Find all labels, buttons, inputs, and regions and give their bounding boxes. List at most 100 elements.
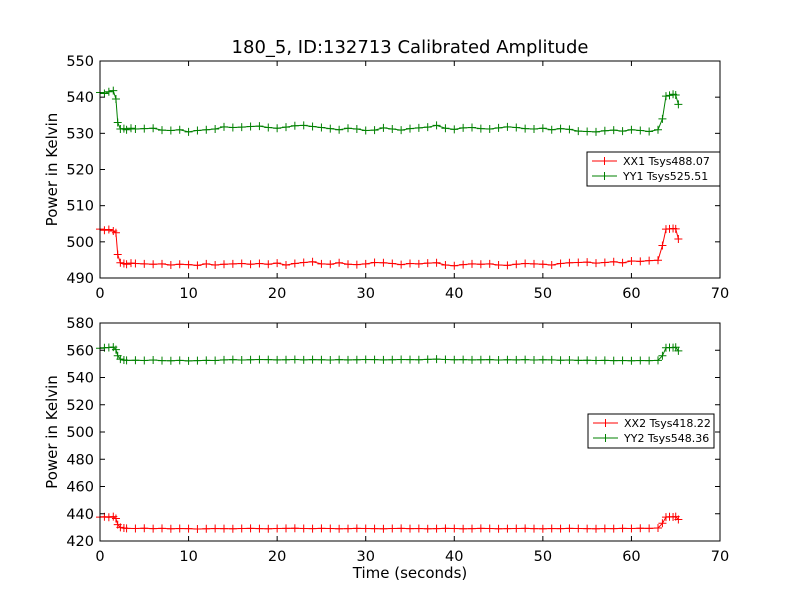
data-point xyxy=(468,355,476,364)
data-point xyxy=(450,355,459,364)
data-point xyxy=(282,524,290,533)
data-point xyxy=(388,524,397,533)
data-point xyxy=(299,355,308,364)
data-point xyxy=(308,122,317,131)
data-point xyxy=(202,259,211,268)
data-point xyxy=(468,524,476,533)
y-tick-label: 520 xyxy=(66,163,94,179)
data-point xyxy=(485,259,494,268)
data-point xyxy=(556,356,565,365)
data-point xyxy=(111,228,120,237)
data-point xyxy=(140,524,149,533)
data-point xyxy=(273,124,282,133)
data-point xyxy=(379,355,388,364)
legend-entry: XX2 Tsys418.22 xyxy=(624,417,711,430)
y-tick-label: 440 xyxy=(66,507,94,523)
data-point xyxy=(636,257,645,266)
y-tick-label: 580 xyxy=(66,316,94,332)
data-point xyxy=(671,90,680,99)
data-point xyxy=(149,260,158,269)
data-point xyxy=(503,122,512,131)
data-point xyxy=(600,126,609,135)
data-point xyxy=(503,524,512,533)
data-point xyxy=(116,258,125,267)
data-point xyxy=(361,259,370,268)
data-point xyxy=(352,524,361,533)
data-point xyxy=(538,124,547,133)
data-point xyxy=(370,524,379,533)
data-point xyxy=(450,261,459,270)
data-point xyxy=(503,261,512,270)
data-point xyxy=(556,524,565,533)
x-tick-label: 50 xyxy=(534,286,552,302)
data-point xyxy=(636,356,645,365)
data-point xyxy=(175,125,184,134)
data-point xyxy=(149,356,158,365)
x-tick-label: 30 xyxy=(356,286,374,302)
legend: XX2 Tsys418.22 YY2 Tsys548.36 xyxy=(587,413,715,449)
y-tick-label: 500 xyxy=(66,425,94,441)
data-point xyxy=(127,124,135,133)
y-tick-label: 500 xyxy=(66,235,94,251)
data-point xyxy=(273,524,282,533)
data-point xyxy=(122,260,131,269)
data-point xyxy=(140,356,149,365)
data-point xyxy=(100,226,109,235)
x-tick-label: 60 xyxy=(622,286,640,302)
data-point xyxy=(414,355,423,364)
data-point xyxy=(459,123,468,132)
data-point xyxy=(193,261,202,270)
data-point xyxy=(335,355,344,364)
data-point xyxy=(636,126,645,135)
data-point xyxy=(246,122,255,131)
data-point xyxy=(565,524,574,533)
data-point xyxy=(140,124,149,133)
data-point xyxy=(627,257,636,266)
y-axis-label: Power in Kelvin xyxy=(43,375,61,489)
data-point xyxy=(423,355,432,364)
data-point xyxy=(100,89,109,98)
data-point xyxy=(282,355,290,364)
data-point xyxy=(308,524,317,533)
data-point xyxy=(175,356,184,365)
data-point xyxy=(406,524,414,533)
y-tick-label: 560 xyxy=(66,343,94,359)
data-point xyxy=(211,524,220,533)
data-point xyxy=(246,524,255,533)
data-point xyxy=(661,92,670,101)
data-point xyxy=(299,524,308,533)
data-point xyxy=(645,356,654,365)
x-tick-label: 70 xyxy=(711,549,729,565)
data-point xyxy=(556,124,565,133)
data-point xyxy=(116,523,125,532)
data-point xyxy=(344,124,352,133)
y-tick-label: 420 xyxy=(66,534,94,550)
data-point xyxy=(111,94,120,103)
data-point xyxy=(538,260,547,269)
series-line xyxy=(99,227,679,267)
data-point xyxy=(388,259,397,268)
data-point xyxy=(158,259,166,268)
data-point xyxy=(361,126,370,135)
data-point xyxy=(423,259,432,268)
data-point xyxy=(658,351,667,360)
data-point xyxy=(406,355,414,364)
data-point xyxy=(335,524,344,533)
data-point xyxy=(658,241,667,250)
legend-box xyxy=(587,413,715,449)
data-point xyxy=(654,524,662,533)
data-point xyxy=(166,356,175,365)
data-point xyxy=(600,258,609,267)
data-point xyxy=(459,355,468,364)
data-point xyxy=(414,123,423,132)
data-point xyxy=(645,524,654,533)
data-point xyxy=(609,257,618,266)
series-yy1 xyxy=(96,86,683,136)
data-point xyxy=(361,524,370,533)
data-point xyxy=(158,524,166,533)
data-point xyxy=(538,355,547,364)
data-point xyxy=(468,259,476,268)
data-point xyxy=(379,258,388,267)
data-point xyxy=(326,260,335,269)
data-point xyxy=(264,355,273,364)
